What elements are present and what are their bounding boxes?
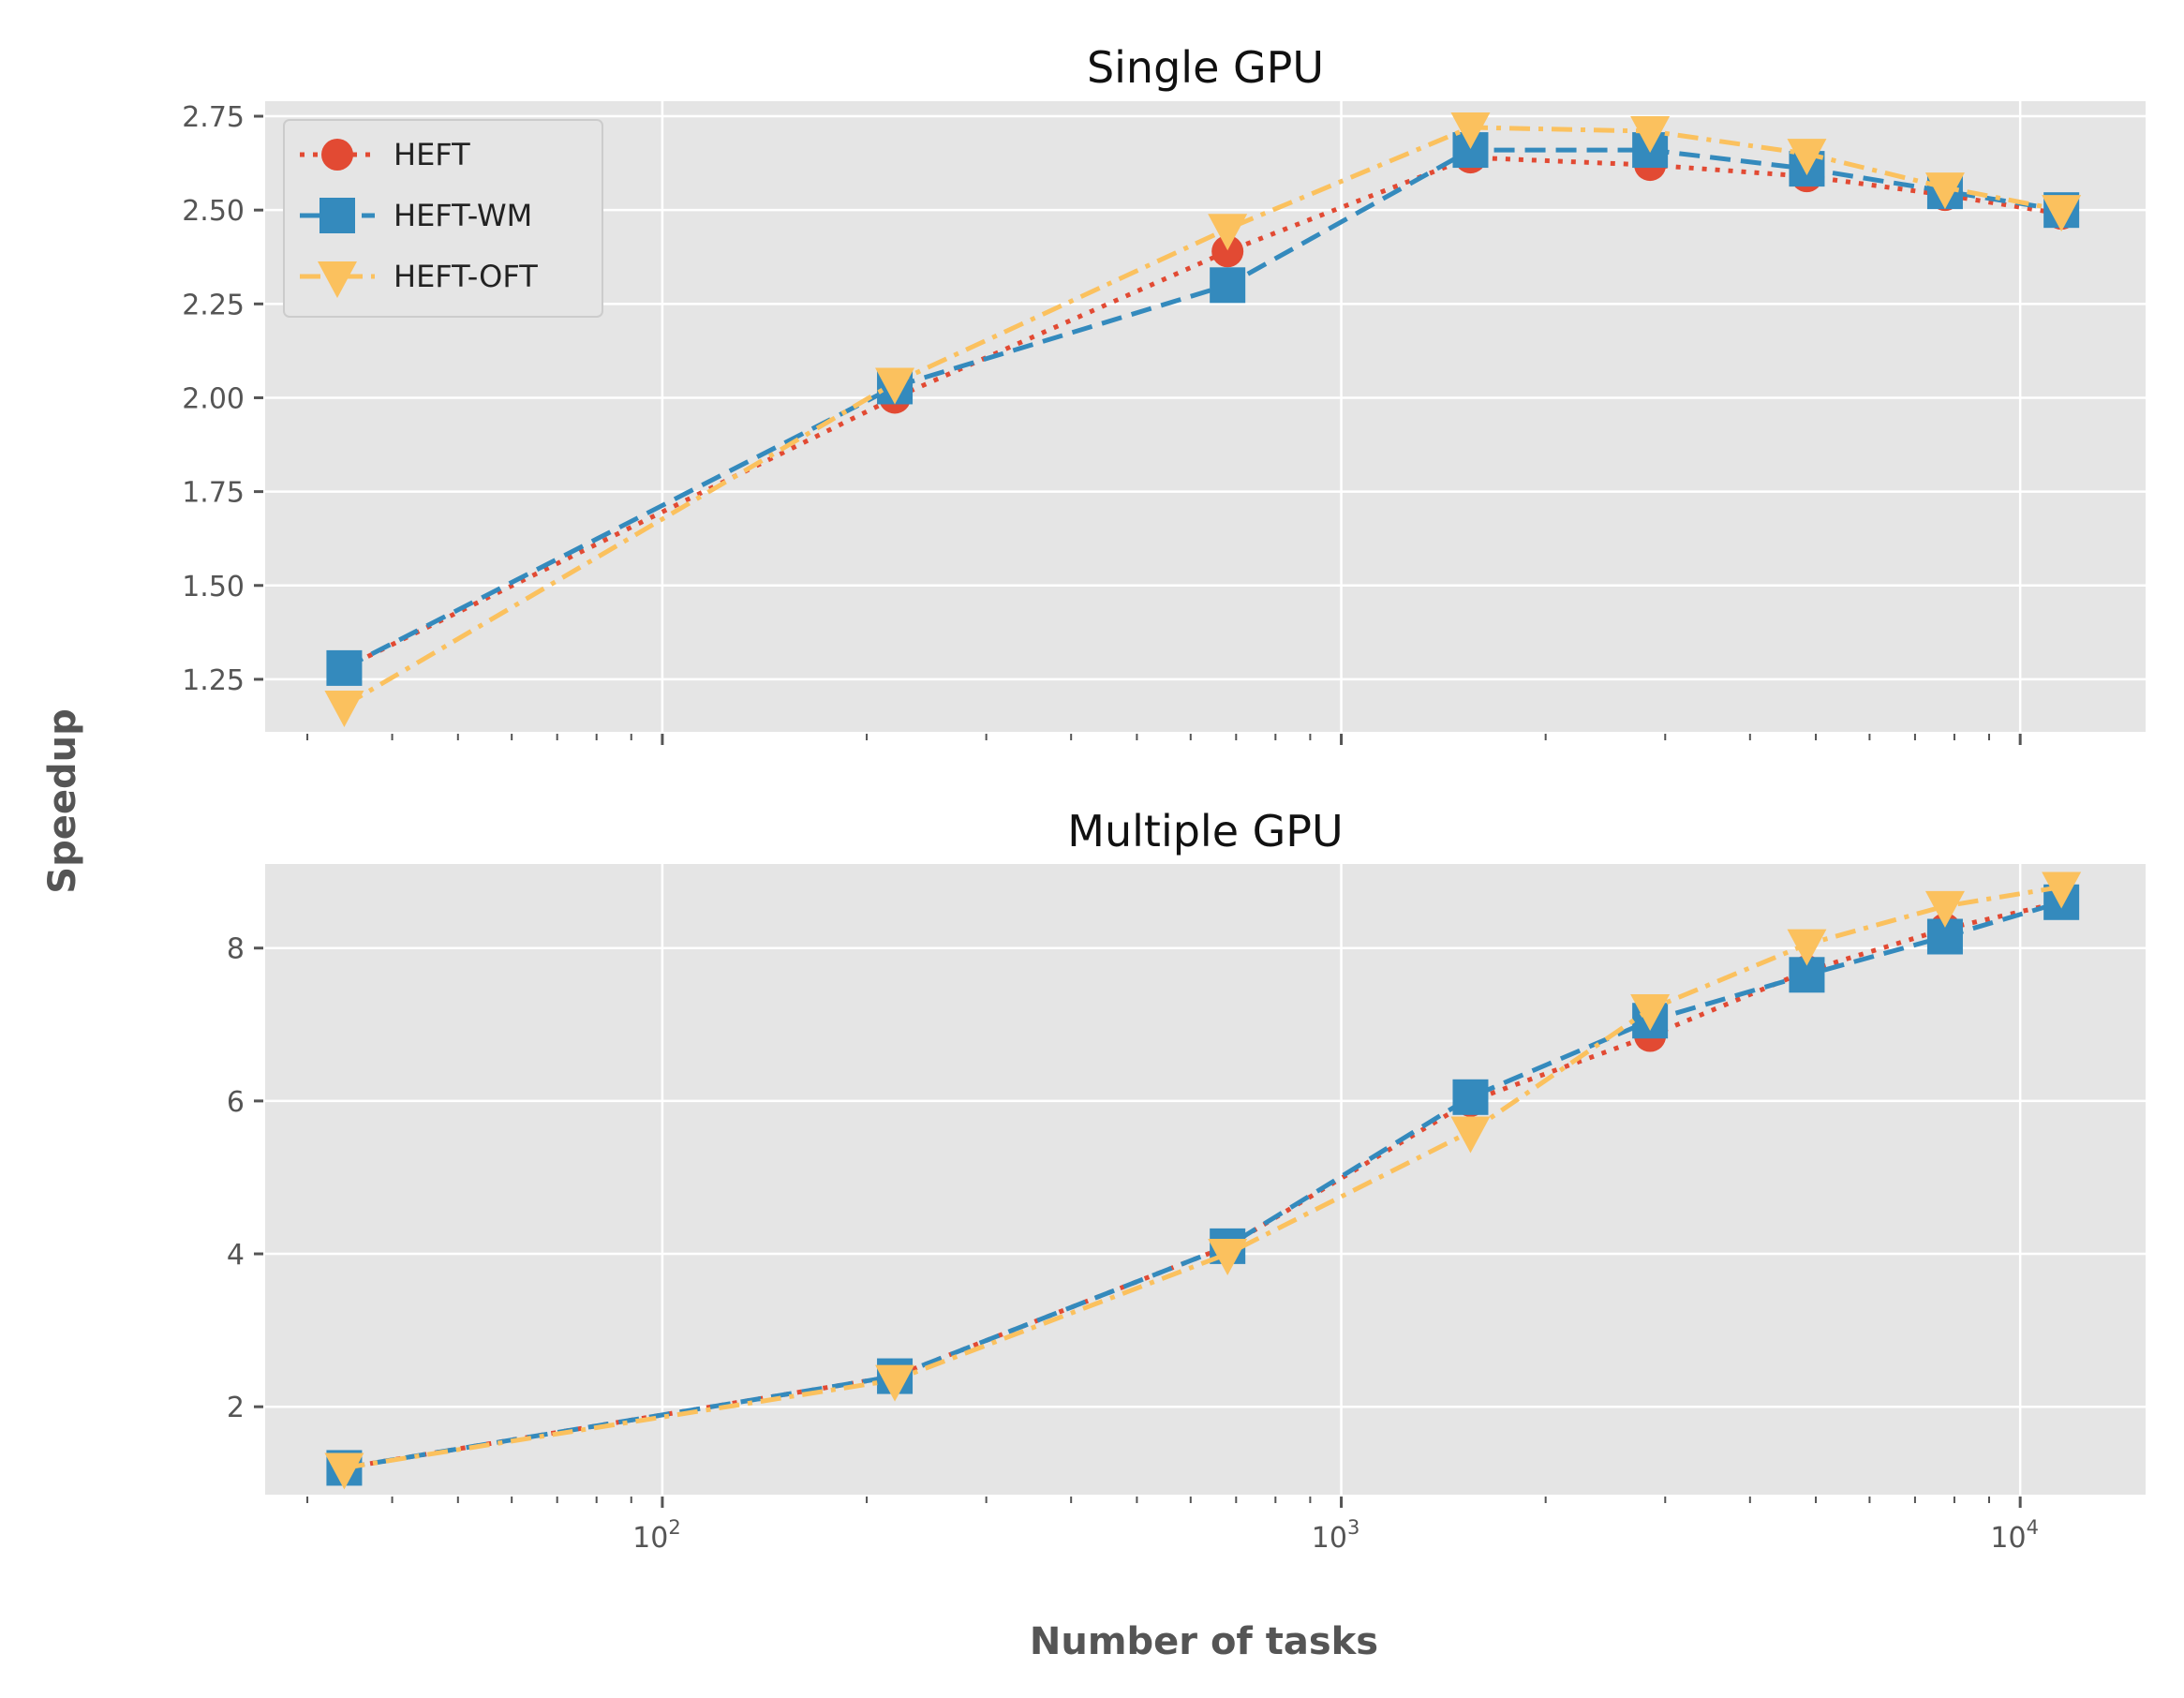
legend-box: [283, 119, 603, 318]
y-tick-label: 6: [227, 1086, 245, 1119]
data-point-heft-oft: [1924, 890, 1965, 928]
series-line-heft-oft: [343, 125, 2062, 708]
x-tick-label: 102: [632, 1516, 681, 1555]
y-tick-label: 2.00: [182, 382, 245, 415]
y-tick-label: 2.25: [182, 289, 245, 321]
data-point-heft-oft: [2042, 871, 2082, 909]
data-point-heft-oft: [1787, 139, 1827, 176]
data-point-heft-oft: [875, 367, 915, 405]
x-tick-label: 104: [1990, 1516, 2039, 1555]
legend-marker: [319, 198, 355, 233]
data-point-heft-wm: [326, 649, 363, 686]
legend-label: HEFT-OFT: [394, 259, 538, 294]
data-point-heft-oft: [324, 1452, 364, 1490]
x-axis-label: Number of tasks: [1030, 1620, 1378, 1663]
y-tick-label: 2.75: [182, 101, 245, 134]
y-tick-label: 1.50: [182, 571, 245, 603]
data-point-heft: [1211, 235, 1244, 268]
x-tick-label: 103: [1312, 1516, 1360, 1555]
data-point-heft-oft: [875, 1364, 915, 1402]
y-tick-label: 1.25: [182, 664, 245, 697]
y-tick-label: 4: [227, 1239, 245, 1272]
series-line-heft-wm: [343, 900, 2062, 1470]
legend-marker: [318, 261, 357, 298]
y-tick-label: 8: [227, 933, 245, 966]
data-point-heft-oft: [1450, 112, 1491, 150]
y-axis-label: Speedup: [41, 708, 84, 893]
data-point-heft-wm: [1210, 267, 1246, 304]
legend-label: HEFT-WM: [394, 198, 532, 233]
data-point-heft-oft: [1630, 116, 1671, 154]
data-point-heft-oft: [1630, 993, 1671, 1031]
data-point-heft-oft: [1208, 214, 1248, 251]
series-line-heft: [343, 900, 2062, 1470]
panel-title: Single GPU: [1087, 42, 1324, 93]
series-line-heft: [343, 155, 2062, 671]
series-line-heft-wm: [343, 147, 2062, 671]
data-point-heft-oft: [1208, 1239, 1248, 1276]
data-point-heft-oft: [324, 690, 364, 727]
multiple-gpu-panel: 2 4 6 8 102 103 104 Multiple GPU: [227, 806, 2146, 1555]
data-point-heft-oft: [2042, 195, 2082, 232]
data-point-heft-wm: [1452, 1079, 1489, 1115]
legend-label: HEFT: [394, 137, 470, 172]
data-point-heft-oft: [1450, 1116, 1491, 1154]
panel-title: Multiple GPU: [1067, 806, 1343, 856]
y-tick-label: 1.75: [182, 477, 245, 510]
data-point-heft-oft: [1924, 172, 1965, 210]
data-point-heft-oft: [1787, 929, 1827, 966]
series-line-heft-oft: [344, 885, 2062, 1470]
y-tick-label: 2.50: [182, 195, 245, 228]
legend: HEFT HEFT-WM HEFT-OFT: [283, 119, 603, 318]
y-tick-label: 2: [227, 1392, 245, 1424]
legend-marker: [321, 139, 353, 171]
